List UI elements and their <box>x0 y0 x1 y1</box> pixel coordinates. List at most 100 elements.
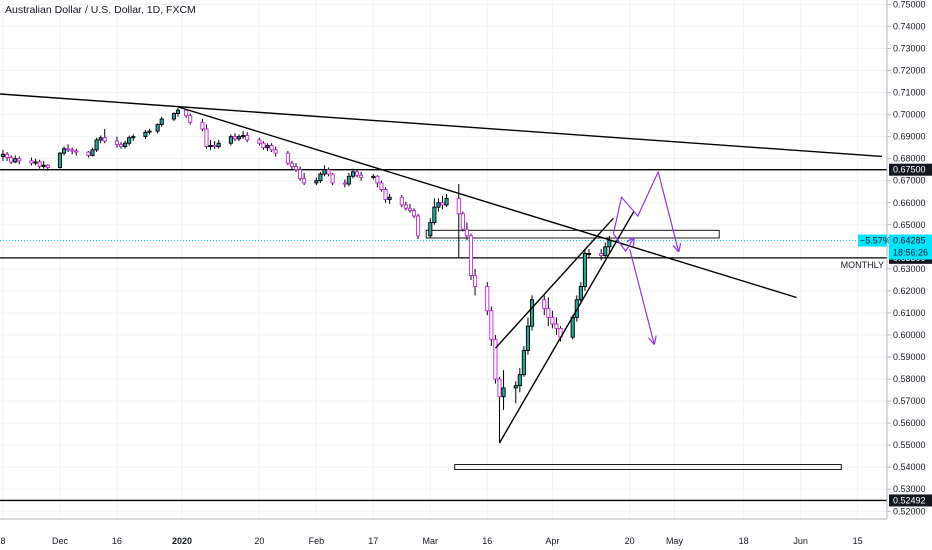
y-tick-label: 0.68000 <box>893 154 926 164</box>
candle-body <box>342 182 347 185</box>
candle-body <box>188 115 193 123</box>
candle-body <box>322 169 327 175</box>
candle <box>155 123 160 134</box>
candle-body <box>289 162 294 167</box>
candle <box>546 297 551 327</box>
scenario-breakdown <box>629 248 654 344</box>
x-tick-label: Dec <box>52 536 69 546</box>
grid <box>0 0 887 519</box>
candle-body <box>13 158 18 163</box>
candle-body <box>550 316 555 325</box>
candle-body <box>346 175 351 185</box>
x-tick-label: 18 <box>739 536 749 546</box>
candle-body <box>330 173 335 184</box>
candle <box>586 249 592 258</box>
candle <box>66 144 71 153</box>
x-tick-label: 16 <box>112 536 122 546</box>
candle-body <box>57 152 63 168</box>
time-axis[interactable]: 8 Dec 16 2020 20 Feb 17 Mar 16 Apr 20 May 18 Jun 15 <box>0 536 862 546</box>
candle-body <box>265 145 270 149</box>
level-tag-label: 0.67500 <box>893 165 926 175</box>
candle-body <box>416 215 421 237</box>
y-tick-label: 0.54000 <box>893 462 926 472</box>
candle <box>383 187 388 203</box>
candle-body <box>493 338 498 380</box>
candle-body <box>485 286 490 312</box>
price-tags: 0.675000.63500MONTHLY0.52492−5.57%0.6428… <box>841 163 932 507</box>
candle-body <box>200 121 205 130</box>
candle <box>497 376 502 443</box>
candle <box>464 222 469 241</box>
candle-body <box>375 175 380 184</box>
trendlines <box>0 93 883 444</box>
candle <box>468 233 474 280</box>
candle-body <box>159 118 164 125</box>
candle-body <box>302 178 307 184</box>
candle-body <box>383 189 388 200</box>
candle <box>399 195 404 208</box>
candle <box>285 150 290 166</box>
level-tag <box>889 163 932 176</box>
candle-body <box>578 286 583 301</box>
candle <box>241 131 246 139</box>
candle-body <box>90 149 95 156</box>
candle-body <box>94 139 99 151</box>
candle <box>9 155 14 165</box>
x-tick-label: Mar <box>423 536 439 546</box>
x-tick-label: 2020 <box>172 536 192 546</box>
y-tick-label: 0.56000 <box>893 418 926 428</box>
y-tick-label: 0.67000 <box>893 176 926 186</box>
current-price-label: 0.64285 <box>893 236 926 246</box>
candle-body <box>407 207 412 211</box>
candle <box>293 163 299 172</box>
candle <box>517 368 522 393</box>
candle-body <box>155 124 160 132</box>
candle-body <box>371 175 376 178</box>
candle-body <box>0 153 6 157</box>
candle <box>603 242 608 258</box>
candle <box>188 113 193 125</box>
candle-body <box>37 161 42 167</box>
candle <box>456 184 461 258</box>
candle <box>473 268 478 296</box>
horizontal-levels <box>0 169 887 502</box>
candle <box>460 211 465 232</box>
candle <box>114 136 119 148</box>
candle-body <box>517 374 522 387</box>
candle <box>403 201 408 211</box>
candle-body <box>468 235 474 276</box>
candle-body <box>293 165 299 171</box>
candle <box>359 171 364 181</box>
candle <box>371 174 376 180</box>
candle <box>175 107 181 117</box>
candle <box>74 148 79 156</box>
x-tick-label: Feb <box>309 536 325 546</box>
candle-body <box>387 196 392 200</box>
candle <box>387 193 392 204</box>
x-tick-label: 16 <box>482 536 492 546</box>
y-tick-label: 0.55000 <box>893 440 926 450</box>
candle-body <box>131 136 136 139</box>
candle <box>554 317 559 335</box>
y-tick-label: 0.65000 <box>893 220 926 230</box>
candle-body <box>529 299 535 327</box>
candle-body <box>216 142 221 148</box>
candle-body <box>432 206 437 224</box>
candle <box>200 119 205 132</box>
candle-body <box>456 197 461 215</box>
candle-body <box>350 171 356 177</box>
candle-body <box>208 145 213 148</box>
candle-body <box>241 135 246 138</box>
candle <box>61 146 67 156</box>
candle-body <box>554 323 559 329</box>
candle-body <box>359 174 364 178</box>
candle <box>204 124 209 149</box>
y-tick-label: 0.60000 <box>893 330 926 340</box>
candle <box>273 146 278 157</box>
candle-body <box>269 145 274 151</box>
candle-body <box>228 136 233 144</box>
candle <box>582 249 587 291</box>
y-tick-label: 0.53000 <box>893 484 926 494</box>
candle <box>542 295 547 316</box>
